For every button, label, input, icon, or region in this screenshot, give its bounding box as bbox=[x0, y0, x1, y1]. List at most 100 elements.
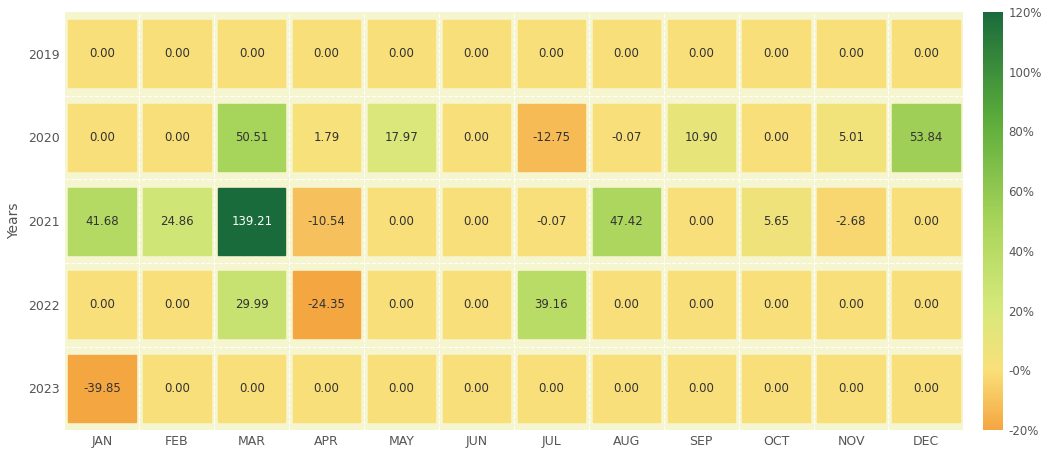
Text: 47.42: 47.42 bbox=[610, 215, 643, 228]
Text: 1.79: 1.79 bbox=[313, 131, 339, 144]
Text: 0.00: 0.00 bbox=[614, 298, 639, 311]
Bar bbox=[593, 187, 660, 254]
Bar bbox=[293, 187, 360, 254]
Bar bbox=[667, 20, 735, 87]
Text: 0.00: 0.00 bbox=[314, 47, 339, 60]
Bar bbox=[518, 20, 585, 87]
Text: 53.84: 53.84 bbox=[909, 131, 943, 144]
Bar bbox=[368, 104, 435, 171]
Text: 0.00: 0.00 bbox=[763, 382, 789, 395]
Bar bbox=[143, 187, 210, 254]
Text: 0.00: 0.00 bbox=[614, 47, 639, 60]
Text: 0.00: 0.00 bbox=[89, 131, 115, 144]
Text: -10.54: -10.54 bbox=[308, 215, 346, 228]
Text: 0.00: 0.00 bbox=[89, 298, 115, 311]
Bar bbox=[442, 187, 510, 254]
Bar bbox=[68, 355, 136, 422]
Text: 0.00: 0.00 bbox=[164, 382, 190, 395]
Text: 0.00: 0.00 bbox=[913, 215, 939, 228]
Bar bbox=[368, 355, 435, 422]
Text: 0.00: 0.00 bbox=[463, 382, 490, 395]
Bar bbox=[442, 20, 510, 87]
Bar bbox=[218, 20, 286, 87]
Bar bbox=[143, 20, 210, 87]
Bar bbox=[143, 271, 210, 338]
Bar bbox=[742, 271, 810, 338]
Bar bbox=[892, 104, 960, 171]
Bar bbox=[818, 187, 885, 254]
Bar bbox=[667, 187, 735, 254]
Text: 0.00: 0.00 bbox=[838, 298, 864, 311]
Text: 0.00: 0.00 bbox=[688, 298, 714, 311]
Bar bbox=[68, 104, 136, 171]
Bar bbox=[518, 355, 585, 422]
Bar bbox=[667, 271, 735, 338]
Text: 24.86: 24.86 bbox=[160, 215, 193, 228]
Text: 0.00: 0.00 bbox=[538, 47, 564, 60]
Bar bbox=[442, 355, 510, 422]
Text: 0.00: 0.00 bbox=[913, 47, 939, 60]
Bar bbox=[293, 355, 360, 422]
Text: 10.90: 10.90 bbox=[684, 131, 718, 144]
Bar bbox=[518, 104, 585, 171]
Text: 139.21: 139.21 bbox=[231, 215, 272, 228]
Text: 0.00: 0.00 bbox=[463, 131, 490, 144]
Bar bbox=[368, 187, 435, 254]
Text: 0.00: 0.00 bbox=[763, 131, 789, 144]
Bar bbox=[368, 271, 435, 338]
Bar bbox=[667, 355, 735, 422]
Bar bbox=[818, 104, 885, 171]
Text: 0.00: 0.00 bbox=[314, 382, 339, 395]
Bar bbox=[818, 355, 885, 422]
Text: -0.07: -0.07 bbox=[536, 215, 566, 228]
Bar bbox=[218, 187, 286, 254]
Text: 0.00: 0.00 bbox=[239, 47, 265, 60]
Text: 0.00: 0.00 bbox=[164, 298, 190, 311]
Text: 0.00: 0.00 bbox=[913, 382, 939, 395]
Bar bbox=[518, 271, 585, 338]
Bar bbox=[442, 271, 510, 338]
Bar bbox=[68, 20, 136, 87]
Bar bbox=[593, 20, 660, 87]
Bar bbox=[667, 104, 735, 171]
Text: 5.65: 5.65 bbox=[763, 215, 789, 228]
Text: 29.99: 29.99 bbox=[234, 298, 269, 311]
Text: 0.00: 0.00 bbox=[389, 47, 414, 60]
Bar bbox=[892, 355, 960, 422]
Text: 0.00: 0.00 bbox=[239, 382, 265, 395]
Text: 0.00: 0.00 bbox=[688, 215, 714, 228]
Text: -24.35: -24.35 bbox=[308, 298, 346, 311]
Bar bbox=[742, 355, 810, 422]
Text: 0.00: 0.00 bbox=[463, 47, 490, 60]
Text: -12.75: -12.75 bbox=[533, 131, 571, 144]
Bar bbox=[892, 187, 960, 254]
Text: 0.00: 0.00 bbox=[164, 131, 190, 144]
Text: 0.00: 0.00 bbox=[688, 382, 714, 395]
Text: 0.00: 0.00 bbox=[688, 47, 714, 60]
Text: 0.00: 0.00 bbox=[463, 215, 490, 228]
Text: 5.01: 5.01 bbox=[838, 131, 864, 144]
Text: 0.00: 0.00 bbox=[838, 382, 864, 395]
Bar bbox=[593, 355, 660, 422]
Bar bbox=[593, 104, 660, 171]
Bar bbox=[68, 187, 136, 254]
Bar bbox=[442, 104, 510, 171]
Bar bbox=[892, 271, 960, 338]
Bar bbox=[293, 104, 360, 171]
Y-axis label: Years: Years bbox=[7, 203, 21, 239]
Bar bbox=[293, 271, 360, 338]
Bar bbox=[68, 271, 136, 338]
Text: 41.68: 41.68 bbox=[85, 215, 119, 228]
Bar bbox=[218, 355, 286, 422]
Text: -39.85: -39.85 bbox=[83, 382, 121, 395]
Text: -2.68: -2.68 bbox=[836, 215, 866, 228]
Text: 0.00: 0.00 bbox=[913, 298, 939, 311]
Text: 0.00: 0.00 bbox=[838, 47, 864, 60]
Bar bbox=[518, 187, 585, 254]
Text: 0.00: 0.00 bbox=[389, 215, 414, 228]
Text: 0.00: 0.00 bbox=[89, 47, 115, 60]
Text: 0.00: 0.00 bbox=[463, 298, 490, 311]
Text: 17.97: 17.97 bbox=[385, 131, 418, 144]
Bar bbox=[593, 271, 660, 338]
Text: 39.16: 39.16 bbox=[535, 298, 569, 311]
